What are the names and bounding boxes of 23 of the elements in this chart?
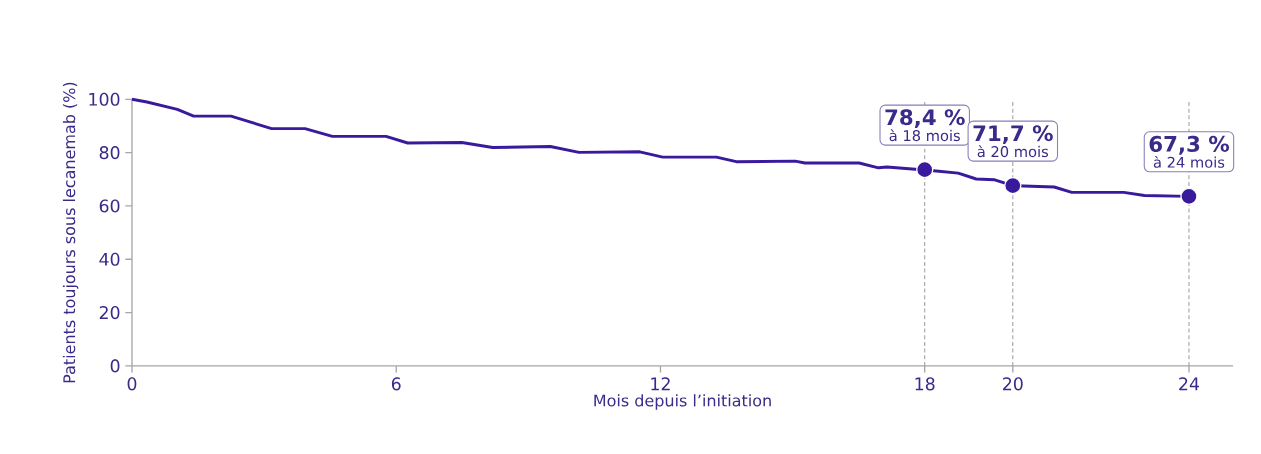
annotation: 71,7 % [973,125,1053,145]
point [916,161,934,179]
x-tick-label: 6 [391,377,401,391]
annotation: 78,4 % [885,109,965,129]
y-tick-label: 40 [99,252,120,266]
x-tick-label: 24 [1179,377,1200,391]
x-tick-label: 0 [127,377,137,391]
y-tick-label: 80 [99,146,120,160]
annotation: à 24 mois [1153,155,1225,168]
x-tick-label: 12 [651,377,670,391]
x-tick-label: 20 [1003,377,1023,391]
y-axis-title: Patients toujours sous lecanemab (%) [62,82,79,383]
point [1004,177,1022,195]
y-tick-label: 20 [99,306,120,320]
annotation: à 20 mois [977,145,1049,158]
point [1180,187,1198,206]
x-tick-label: 18 [915,377,935,391]
y-tick-label: 60 [99,199,120,213]
annotation: 67,3 % [1149,135,1230,155]
annotation: à 18 mois [889,129,960,142]
y-tick-label: 0 [110,359,120,373]
y-tick-label: 100 [89,92,120,106]
x-axis-title: Mois depuis l’initiation [594,394,771,410]
